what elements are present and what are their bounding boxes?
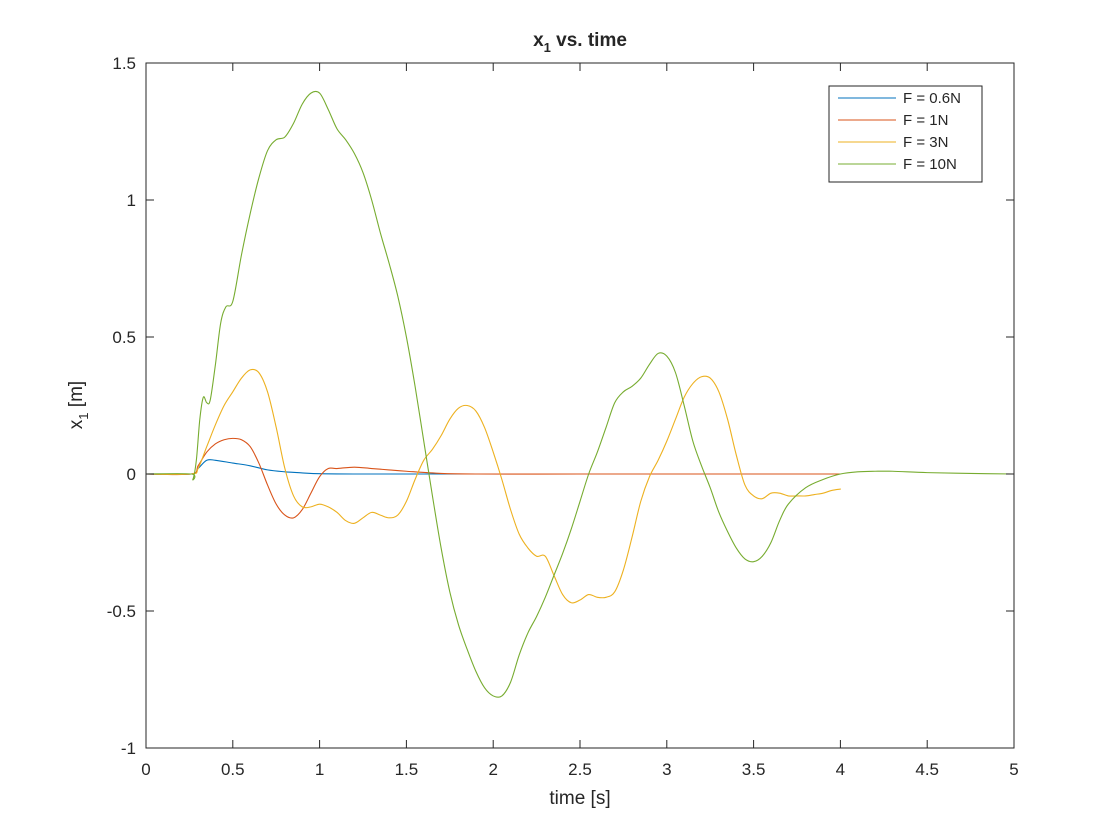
series-layer: [145, 90, 1015, 698]
x-tick-label: 2.5: [568, 760, 592, 779]
y-axis-label-subscript: 1: [76, 412, 91, 419]
chart-title-main: x: [533, 30, 544, 51]
legend-label-4: F = 10N: [903, 156, 957, 173]
x-tick-label: 4: [836, 760, 845, 779]
legend-entries: F = 0.6N F = 1N F = 3N F = 10N: [838, 90, 961, 173]
tick-layer: 0 0.5 1 1.5 2 2.5 3 3.5 4 4.5 5 -1 -0.5 0 0.5 1 1.5: [107, 54, 1019, 779]
series-line-4: [145, 90, 1015, 698]
x-tick-label: 0.5: [221, 760, 245, 779]
legend-label-2: F = 1N: [903, 112, 948, 129]
x-tick-label: 0: [141, 760, 150, 779]
series-line-3: [145, 368, 841, 604]
legend-label-1: F = 0.6N: [903, 90, 961, 107]
x-tick-label: 3.5: [742, 760, 766, 779]
y-tick-label: 0.5: [112, 328, 136, 347]
y-tick-label: 1: [127, 191, 136, 210]
legend-box: [828, 85, 983, 183]
y-tick-label: 0: [127, 465, 136, 484]
y-axis-label-suffix: [m]: [66, 381, 87, 413]
y-axis-label-main: x: [66, 419, 87, 429]
chart-title: x1 vs. time: [533, 30, 627, 55]
legend: F = 0.6N F = 1N F = 3N F = 10N: [828, 85, 983, 183]
y-axis-label: x1 [m]: [66, 381, 91, 429]
y-tick-label: -0.5: [107, 602, 136, 621]
x-axis-label: time [s]: [549, 788, 610, 809]
y-tick-label: 1.5: [112, 54, 136, 73]
x-tick-label: 4.5: [915, 760, 939, 779]
chart-title-suffix: vs. time: [551, 30, 627, 51]
series-line-2: [145, 437, 841, 519]
x-tick-label: 2: [488, 760, 497, 779]
chart-title-subscript: 1: [544, 40, 551, 55]
x-tick-label: 1.5: [395, 760, 419, 779]
x-tick-label: 3: [662, 760, 671, 779]
x-tick-label: 5: [1009, 760, 1018, 779]
legend-label-3: F = 3N: [903, 134, 948, 151]
y-tick-label: -1: [121, 739, 136, 758]
x-tick-label: 1: [315, 760, 324, 779]
